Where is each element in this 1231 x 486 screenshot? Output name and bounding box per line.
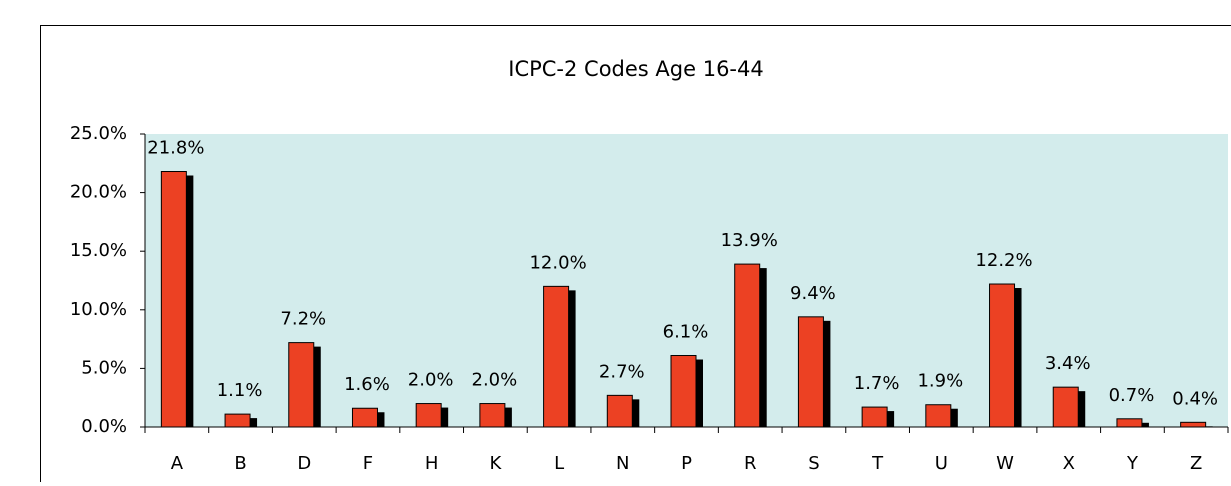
y-tick-label: 20.0% bbox=[70, 182, 127, 203]
y-tick-label: 15.0% bbox=[70, 240, 127, 261]
x-tick-label: N bbox=[616, 453, 629, 474]
x-tick-label: U bbox=[935, 453, 948, 474]
x-tick-label: S bbox=[808, 453, 819, 474]
value-label: 0.4% bbox=[1172, 388, 1218, 409]
x-tick-label: Z bbox=[1190, 453, 1202, 474]
bar bbox=[735, 264, 760, 427]
value-label: 12.2% bbox=[975, 250, 1032, 271]
value-label: 2.0% bbox=[472, 370, 518, 391]
bar bbox=[225, 414, 250, 427]
value-label: 6.1% bbox=[663, 322, 709, 343]
value-label: 2.0% bbox=[408, 370, 454, 391]
value-label: 21.8% bbox=[147, 138, 204, 159]
bar bbox=[1053, 387, 1078, 427]
x-tick-label: F bbox=[363, 453, 373, 474]
x-tick-label: X bbox=[1063, 453, 1075, 474]
value-label: 12.0% bbox=[529, 252, 586, 273]
x-tick-label: H bbox=[425, 453, 439, 474]
chart-title: ICPC-2 Codes Age 16-44 bbox=[508, 57, 764, 81]
bar bbox=[480, 404, 505, 427]
y-tick-label: 10.0% bbox=[70, 299, 127, 320]
x-tick-label: R bbox=[744, 453, 757, 474]
x-tick-label: A bbox=[171, 453, 184, 474]
bar bbox=[1181, 422, 1206, 427]
x-tick-label: L bbox=[554, 453, 564, 474]
value-label: 2.7% bbox=[599, 361, 645, 382]
x-tick-label: W bbox=[996, 453, 1014, 474]
bar bbox=[862, 407, 887, 427]
value-label: 13.9% bbox=[721, 230, 778, 251]
bar bbox=[161, 172, 186, 427]
bar bbox=[671, 356, 696, 427]
x-tick-label: T bbox=[871, 453, 884, 474]
value-label: 1.7% bbox=[854, 373, 900, 394]
value-label: 7.2% bbox=[280, 309, 326, 330]
y-tick-label: 0.0% bbox=[81, 416, 127, 437]
bar bbox=[990, 284, 1015, 427]
x-tick-label: K bbox=[489, 453, 502, 474]
bar bbox=[607, 395, 632, 427]
bar bbox=[352, 408, 377, 427]
value-label: 1.9% bbox=[917, 371, 963, 392]
bar bbox=[1117, 419, 1142, 427]
x-tick-label: Y bbox=[1126, 453, 1139, 474]
x-tick-label: B bbox=[234, 453, 246, 474]
value-label: 1.6% bbox=[344, 374, 390, 395]
bar bbox=[798, 317, 823, 427]
value-label: 3.4% bbox=[1045, 353, 1091, 374]
bar bbox=[416, 404, 441, 427]
y-tick-label: 25.0% bbox=[70, 123, 127, 144]
bar bbox=[289, 343, 314, 427]
x-tick-label: D bbox=[297, 453, 311, 474]
value-label: 0.7% bbox=[1109, 385, 1155, 406]
bar bbox=[926, 405, 951, 427]
x-tick-label: P bbox=[681, 453, 692, 474]
value-label: 9.4% bbox=[790, 283, 836, 304]
y-tick-label: 5.0% bbox=[81, 357, 127, 378]
bar bbox=[544, 286, 569, 427]
value-label: 1.1% bbox=[217, 380, 263, 401]
